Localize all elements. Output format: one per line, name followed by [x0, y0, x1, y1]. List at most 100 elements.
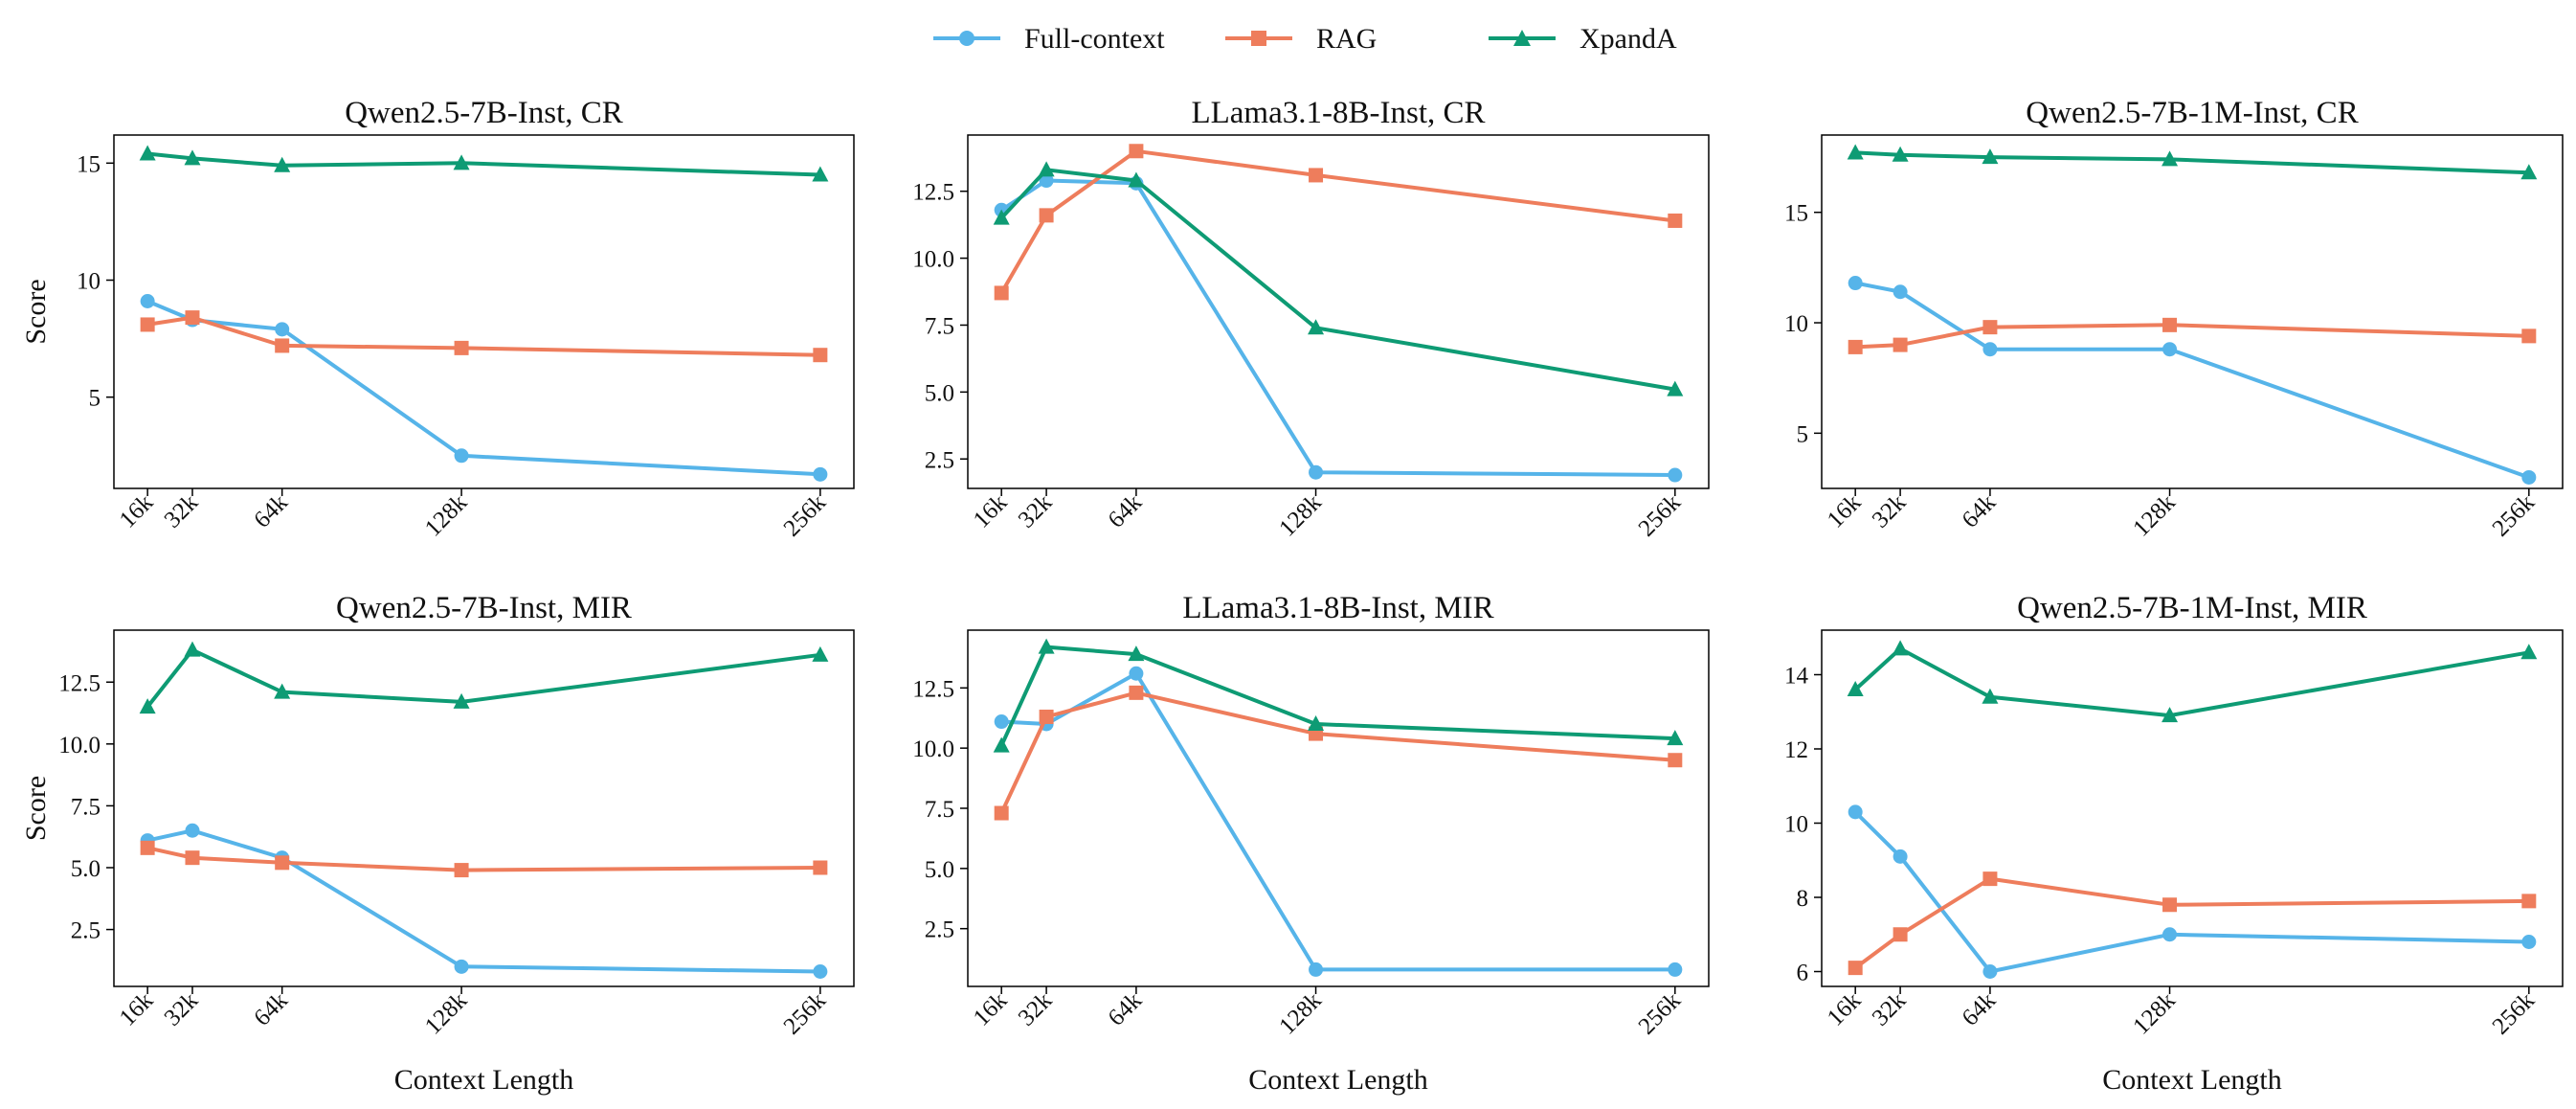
y-tick-label: 5: [89, 386, 101, 412]
x-tick-label: 16k: [1823, 489, 1867, 533]
series-line-xpanda: [1855, 150, 2529, 175]
axes-frame: [113, 134, 855, 489]
series-line-full-context: [146, 299, 821, 477]
series-xpanda: [993, 161, 1684, 396]
legend-item-full-context: Full-context: [933, 23, 1165, 55]
y-tick-label: 5.0: [71, 856, 101, 882]
y-tick-label: 7.5: [925, 313, 954, 339]
x-axis-label: Context Length: [2102, 1064, 2281, 1096]
axes-frame: [1821, 629, 2564, 987]
chart-title: LLama3.1-8B-Inst, CR: [1191, 96, 1485, 130]
series-xpanda: [1847, 640, 2538, 723]
data-point: [1309, 962, 1324, 977]
y-tick-label: 7.5: [71, 794, 101, 820]
data-point: [994, 285, 1009, 301]
data-point: [1309, 464, 1324, 480]
data-point: [1893, 284, 1908, 300]
y-tick-label: 10.0: [912, 247, 954, 273]
data-point: [140, 317, 155, 332]
x-tick-label: 16k: [1823, 987, 1867, 1031]
data-point: [1893, 927, 1908, 942]
series-rag: [140, 840, 828, 878]
x-tick-label: 32k: [1868, 987, 1912, 1031]
x-tick-label: 64k: [1104, 489, 1148, 533]
data-point: [185, 823, 200, 838]
series-rag: [1848, 317, 2537, 354]
chart-title: Qwen2.5-7B-1M-Inst, CR: [2026, 96, 2358, 130]
series-line-full-context: [1001, 671, 1675, 972]
data-point: [1847, 681, 1864, 696]
series-line-rag: [1854, 876, 2529, 970]
x-tick-label: 16k: [115, 489, 159, 533]
legend-marker-square-icon: [1251, 31, 1266, 46]
data-point: [275, 338, 290, 353]
x-tick-label: 64k: [249, 489, 293, 533]
y-tick-label: 5.0: [925, 380, 954, 406]
data-point: [2521, 328, 2537, 344]
series-full-context: [1848, 804, 2537, 979]
series-line-rag: [999, 148, 1676, 294]
data-point: [1667, 380, 1684, 396]
data-point: [1848, 961, 1863, 976]
chart-panel-1: Qwen2.5-7B-Inst, CR 5 10 15 16k 32k 64k 128k 256…: [20, 96, 855, 542]
series-full-context: [1848, 276, 2537, 485]
data-point: [1848, 804, 1863, 820]
y-tick-label: 10: [1784, 812, 1808, 838]
data-point: [1128, 645, 1145, 662]
data-point: [2162, 707, 2179, 723]
data-point: [454, 340, 469, 355]
data-point: [1982, 871, 1998, 887]
y-tick-label: 15: [77, 151, 101, 177]
data-point: [185, 850, 200, 866]
series-rag: [1848, 871, 2537, 976]
data-point: [2520, 644, 2538, 660]
data-point: [139, 698, 156, 714]
series-xpanda: [139, 145, 829, 182]
y-tick-label: 8: [1797, 886, 1809, 912]
series-full-context: [140, 823, 828, 979]
chart-title: Qwen2.5-7B-1M-Inst, MIR: [2017, 591, 2367, 625]
data-point: [275, 322, 290, 337]
y-axis-label: Score: [20, 776, 52, 841]
data-point: [1668, 467, 1683, 483]
series-xpanda: [993, 638, 1684, 753]
series-rag: [140, 310, 828, 363]
data-point: [1982, 688, 1999, 704]
axes-frame: [1821, 134, 2564, 489]
legend-marker-circle-icon: [959, 31, 974, 46]
data-point: [2162, 342, 2178, 357]
series-line-full-context: [146, 828, 820, 974]
data-point: [453, 154, 470, 170]
y-tick-label: 12.5: [912, 180, 954, 206]
legend: Full-context RAG XpandA: [933, 23, 1677, 55]
y-tick-label: 7.5: [925, 797, 954, 823]
y-tick-label: 2.5: [925, 447, 954, 473]
y-tick-label: 10: [77, 269, 101, 295]
data-point: [1129, 666, 1144, 681]
data-point: [1668, 962, 1683, 977]
data-point: [185, 310, 200, 326]
data-point: [1668, 213, 1683, 228]
data-point: [813, 348, 828, 363]
x-tick-label: 256k: [779, 987, 832, 1040]
series-line-xpanda: [146, 151, 820, 177]
data-point: [2521, 894, 2537, 909]
data-point: [1308, 319, 1325, 335]
data-point: [1038, 161, 1055, 177]
data-point: [812, 645, 829, 662]
chart-title: Qwen2.5-7B-Inst, MIR: [336, 591, 632, 625]
y-tick-label: 10: [1784, 311, 1808, 337]
x-tick-label: 16k: [969, 489, 1013, 533]
series-line-xpanda: [146, 647, 821, 709]
x-tick-label: 128k: [420, 987, 473, 1040]
series-full-context: [994, 666, 1683, 977]
y-tick-label: 15: [1784, 201, 1808, 227]
chart-panel-3: Qwen2.5-7B-1M-Inst, CR 5 10 15 16k 32k 64k 128k…: [1784, 96, 2564, 542]
data-point: [1039, 173, 1054, 189]
x-tick-label: 32k: [1014, 987, 1058, 1031]
data-point: [184, 149, 201, 166]
data-point: [1129, 685, 1144, 700]
data-point: [2162, 317, 2178, 332]
series-xpanda: [1847, 144, 2538, 180]
